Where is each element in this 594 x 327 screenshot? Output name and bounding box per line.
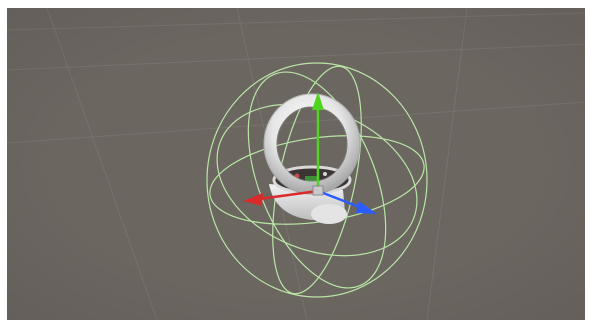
- gizmo-center-handle[interactable]: [312, 185, 324, 196]
- scene-view[interactable]: [7, 8, 585, 320]
- scene-canvas[interactable]: [7, 8, 585, 320]
- ring-base-cap: [311, 204, 347, 224]
- plate-detail-white: [323, 172, 327, 176]
